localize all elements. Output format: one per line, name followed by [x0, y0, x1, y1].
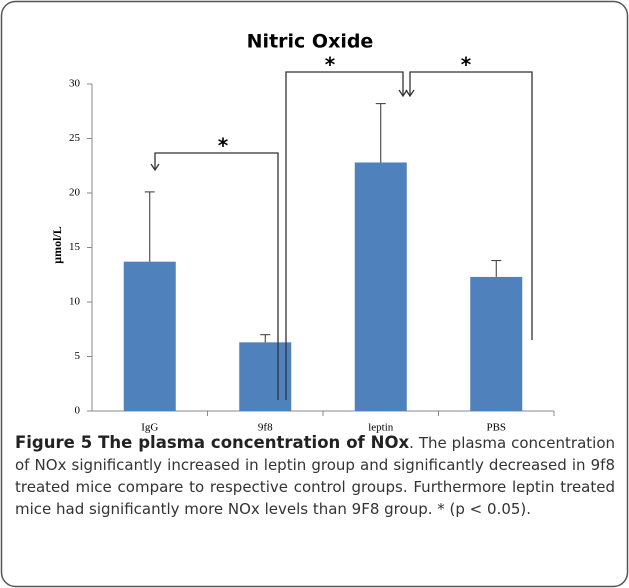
y-tick-label: 20 — [69, 187, 81, 199]
significance-label: * — [325, 53, 336, 77]
significance-label: * — [461, 53, 472, 77]
chart-title: Nitric Oxide — [247, 31, 374, 53]
bar — [470, 276, 523, 411]
x-tick-label: leptin — [368, 422, 394, 434]
significance-bracket — [285, 71, 404, 400]
significance-bracket — [154, 152, 279, 400]
x-tick-label: PBS — [486, 422, 506, 434]
x-tick-label: IgG — [141, 422, 158, 434]
y-axis-label: μmol/L — [50, 226, 64, 263]
arrow-head — [150, 163, 160, 172]
bar — [354, 162, 407, 411]
caption: Figure 5 The plasma concentration of NOx… — [15, 432, 615, 520]
arrow-head — [398, 89, 408, 98]
y-tick-label: 15 — [69, 241, 81, 253]
y-tick-label: 30 — [69, 78, 81, 90]
y-tick-label: 10 — [69, 296, 81, 308]
y-tick-label: 5 — [75, 350, 81, 362]
x-tick-label: 9f8 — [258, 422, 273, 434]
caption-text: . The plasma concentration of NOx signif… — [15, 434, 616, 518]
y-tick-label: 0 — [75, 405, 81, 417]
bar — [239, 342, 292, 411]
y-tick-label: 25 — [69, 132, 81, 144]
bar — [123, 261, 176, 411]
significance-bracket — [409, 71, 533, 340]
arrow-head — [405, 89, 415, 98]
caption-label: Figure 5 The plasma concentration of NOx — [15, 433, 410, 452]
significance-label: * — [218, 134, 229, 158]
